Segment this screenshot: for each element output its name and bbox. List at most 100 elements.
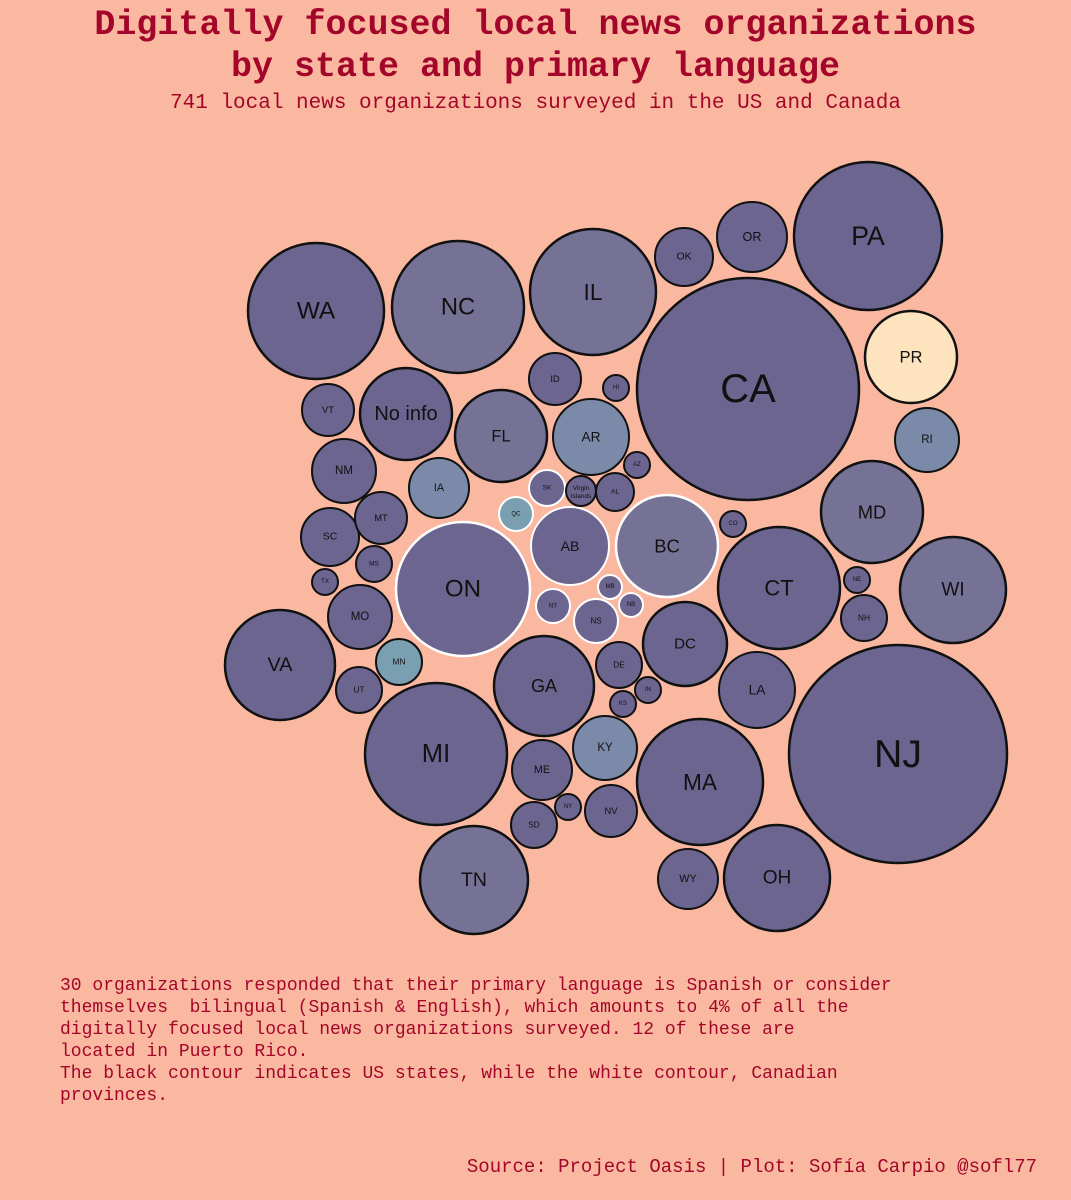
bubble-circle-sd xyxy=(510,801,558,849)
bubble-label-wi: WI xyxy=(941,580,964,601)
note-line-3: digitally focused local news organizatio… xyxy=(60,1020,795,1040)
bubble-circle-ri xyxy=(894,407,960,473)
bubble-ut: UT xyxy=(335,666,383,714)
bubble-fl: FL xyxy=(453,388,549,484)
bubble-label-tn: TN xyxy=(461,869,487,891)
bubble-label-sc: SC xyxy=(323,532,338,543)
chart-title: Digitally focused local news organizatio… xyxy=(0,4,1071,88)
bubble-label-mt: MT xyxy=(374,513,388,523)
bubble-circle-vt xyxy=(301,383,355,437)
bubble-sd: SD xyxy=(510,801,558,849)
bubble-circle-ar xyxy=(552,398,630,476)
bubble-ne: NE xyxy=(843,566,871,594)
bubble-circle-co xyxy=(719,510,747,538)
bubble-label-nh: NH xyxy=(858,614,870,623)
bubble-circle-on xyxy=(394,520,532,658)
bubble-label-pr: PR xyxy=(900,348,923,367)
source-credit: Source: Project Oasis | Plot: Sofía Carp… xyxy=(466,1156,1037,1178)
bubble-ia: IA xyxy=(408,457,470,519)
bubble-ns: NS xyxy=(573,598,619,644)
bubble-circle-wy xyxy=(657,848,719,910)
bubble-label-nv: NV xyxy=(605,806,619,816)
bubble-ri: RI xyxy=(894,407,960,473)
bubble-ky: KY xyxy=(572,715,638,781)
bubble-label-ny: NY xyxy=(564,804,572,810)
bubble-ma: MA xyxy=(635,717,765,847)
bubble-circle-va xyxy=(223,608,337,722)
bubble-label-nm: NM xyxy=(335,465,353,477)
bubble-label-ct: CT xyxy=(764,576,793,601)
chart-title-line-1: Digitally focused local news organizatio… xyxy=(94,5,977,45)
bubble-label-nt: NT xyxy=(549,603,557,610)
bubble-label-qc: QC xyxy=(511,511,521,518)
bubble-ct: CT xyxy=(716,525,842,651)
bubble-circle-ny xyxy=(554,793,582,821)
bubble-circle-nb xyxy=(618,592,644,618)
bubble-oh: OH xyxy=(722,823,832,933)
bubble-mi: MI xyxy=(363,681,509,827)
bubble-circle-ms xyxy=(355,545,393,583)
bubble-nb: NB xyxy=(618,592,644,618)
note-line-6: provinces. xyxy=(60,1086,169,1106)
bubble-virgin-islands: Virgin Islands xyxy=(565,475,597,507)
bubble-circle-pr xyxy=(863,309,959,405)
bubble-label-ut: UT xyxy=(353,686,364,695)
bubble-wa: WA xyxy=(246,241,386,381)
bubble-id: ID xyxy=(528,352,582,406)
bubble-ab: AB xyxy=(530,506,610,586)
note-line-2: themselves bilingual (Spanish & English)… xyxy=(60,998,849,1018)
bubble-label-mn: MN xyxy=(393,658,406,667)
bubble-ga: GA xyxy=(492,634,596,738)
bubble-circle-id xyxy=(528,352,582,406)
bubble-label-ar: AR xyxy=(582,430,601,445)
bubble-label-il: IL xyxy=(584,279,603,305)
bubble-label-wy: WY xyxy=(679,873,696,885)
bubble-circle-ma xyxy=(635,717,765,847)
bubble-label-me: ME xyxy=(534,764,550,776)
bubble-tx: TX xyxy=(311,568,339,596)
bubble-label-in: IN xyxy=(645,687,651,693)
bubble-circle-ca xyxy=(635,276,861,502)
bubble-label-ks: KS xyxy=(619,701,627,707)
bubble-label-al: AL xyxy=(611,489,620,496)
bubble-label-md: MD xyxy=(858,502,887,523)
bubble-label-mi: MI xyxy=(422,740,450,768)
bubble-circle-ab xyxy=(530,506,610,586)
bubble-va: VA xyxy=(223,608,337,722)
bubble-circle-hi xyxy=(602,374,630,402)
bubble-in: IN xyxy=(634,676,662,704)
bubble-or: OR xyxy=(716,201,788,273)
bubble-dc: DC xyxy=(641,600,729,688)
bubble-circle-or xyxy=(716,201,788,273)
bubble-circle-ns xyxy=(573,598,619,644)
bubble-circle-ky xyxy=(572,715,638,781)
bubble-ok: OK xyxy=(654,227,714,287)
bubble-nc: NC xyxy=(390,239,526,375)
bubble-tn: TN xyxy=(418,824,530,936)
bubble-circle-ut xyxy=(335,666,383,714)
bubble-circle-nt xyxy=(535,588,571,624)
chart-subtitle: 741 local news organizations surveyed in… xyxy=(170,92,901,115)
bubble-label-co: CO xyxy=(729,521,738,527)
bubble-circle-ks xyxy=(609,690,637,718)
bubble-circle-fl xyxy=(453,388,549,484)
bubble-label-vt: VT xyxy=(322,405,334,415)
bubble-circle-mn xyxy=(375,638,423,686)
bubble-wi: WI xyxy=(898,535,1008,645)
bubble-al: AL xyxy=(595,472,635,512)
bubble-ny: NY xyxy=(554,793,582,821)
bubble-label-ns: NS xyxy=(591,617,602,626)
bubble-label-ca: CA xyxy=(720,367,776,411)
bubble-label-nb: NB xyxy=(627,602,635,608)
bubble-circle-la xyxy=(718,651,796,729)
bubble-bc: BC xyxy=(614,493,720,599)
bubble-circle-sc xyxy=(300,507,360,567)
bubble-label-mo: MO xyxy=(351,611,370,623)
bubble-circle-sk xyxy=(528,469,566,507)
bubble-circle-nm xyxy=(311,438,377,504)
bubble-label-ky: KY xyxy=(597,742,613,754)
bubble-label-pa: PA xyxy=(851,221,885,251)
bubble-md: MD xyxy=(819,459,925,565)
bubble-hi: HI xyxy=(602,374,630,402)
bubble-me: ME xyxy=(511,739,573,801)
